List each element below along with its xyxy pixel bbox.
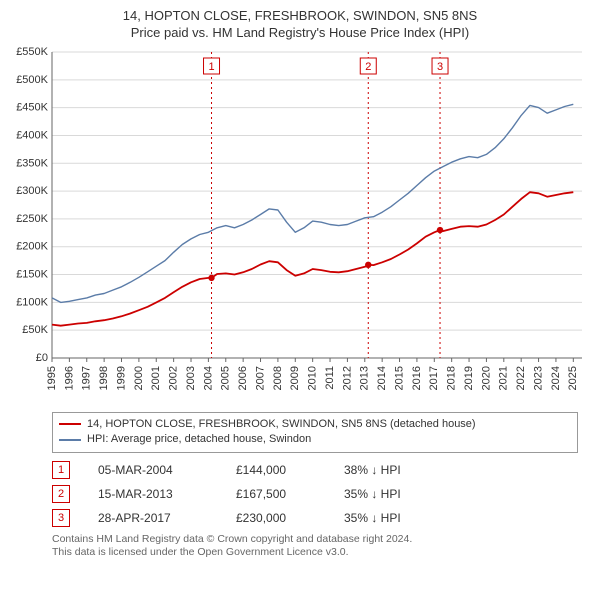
legend-swatch [59,439,81,441]
y-tick-label: £550K [16,46,48,58]
y-tick-label: £350K [16,157,48,169]
x-tick-label: 2001 [150,366,162,390]
footer-line1: Contains HM Land Registry data © Crown c… [52,533,578,547]
sale-date: 15-MAR-2013 [98,487,208,501]
y-tick-label: £100K [16,296,48,308]
title-line1: 14, HOPTON CLOSE, FRESHBROOK, SWINDON, S… [10,8,590,25]
x-tick-label: 1995 [46,366,58,390]
x-tick-label: 2004 [202,366,214,390]
sale-point [208,274,214,280]
x-tick-label: 2013 [359,366,371,390]
y-tick-label: £400K [16,129,48,141]
sale-marker-number: 1 [208,61,214,73]
x-tick-label: 2020 [480,366,492,390]
y-tick-label: £250K [16,213,48,225]
legend-swatch [59,423,81,425]
x-tick-label: 2016 [411,366,423,390]
x-tick-label: 2002 [168,366,180,390]
title-line2: Price paid vs. HM Land Registry's House … [10,25,590,42]
x-tick-label: 2010 [307,366,319,390]
x-tick-label: 2014 [376,366,388,390]
y-tick-label: £0 [36,352,48,364]
x-tick-label: 1996 [63,366,75,390]
sale-badge: 2 [52,485,70,503]
x-tick-label: 2000 [133,366,145,390]
footer-line2: This data is licensed under the Open Gov… [52,546,578,560]
footer-attribution: Contains HM Land Registry data © Crown c… [52,533,578,560]
x-tick-label: 2006 [237,366,249,390]
x-tick-label: 1998 [98,366,110,390]
chart-container: 14, HOPTON CLOSE, FRESHBROOK, SWINDON, S… [0,0,600,570]
x-tick-label: 2025 [567,366,579,390]
sales-row: 1 05-MAR-2004 £144,000 38% ↓ HPI [52,461,578,479]
chart-svg: £0 £50K £100K £150K £200K £250K £300K £350K £400… [10,46,590,406]
x-tick-label: 2017 [428,366,440,390]
x-tick-label: 2011 [324,366,336,390]
legend-label: 14, HOPTON CLOSE, FRESHBROOK, SWINDON, S… [87,417,476,432]
x-tick-label: 2012 [341,366,353,390]
sale-marker-number: 2 [365,61,371,73]
x-tick-label: 2024 [550,366,562,390]
legend: 14, HOPTON CLOSE, FRESHBROOK, SWINDON, S… [52,412,578,453]
x-tick-label: 2021 [498,366,510,390]
x-tick-label: 2008 [272,366,284,390]
sale-date: 28-APR-2017 [98,511,208,525]
x-tick-label: 2018 [446,366,458,390]
legend-label: HPI: Average price, detached house, Swin… [87,432,311,447]
sales-row: 3 28-APR-2017 £230,000 35% ↓ HPI [52,509,578,527]
sales-table: 1 05-MAR-2004 £144,000 38% ↓ HPI 2 15-MAR-201… [52,461,578,527]
y-tick-label: £200K [16,241,48,253]
sale-hpi-delta: 38% ↓ HPI [344,463,434,477]
x-tick-label: 1997 [81,366,93,390]
sale-price: £230,000 [236,511,316,525]
y-tick-label: £500K [16,74,48,86]
x-tick-label: 2023 [532,366,544,390]
y-tick-label: £50K [22,324,48,336]
sale-badge: 1 [52,461,70,479]
legend-item: 14, HOPTON CLOSE, FRESHBROOK, SWINDON, S… [59,417,571,432]
x-tick-label: 2015 [393,366,405,390]
sales-row: 2 15-MAR-2013 £167,500 35% ↓ HPI [52,485,578,503]
x-tick-label: 2022 [515,366,527,390]
sale-date: 05-MAR-2004 [98,463,208,477]
chart-plot: £0 £50K £100K £150K £200K £250K £300K £350K £400… [10,46,590,406]
sale-hpi-delta: 35% ↓ HPI [344,487,434,501]
sale-price: £144,000 [236,463,316,477]
sale-marker-number: 3 [437,61,443,73]
x-tick-label: 2019 [463,366,475,390]
sale-price: £167,500 [236,487,316,501]
sale-point [437,227,443,233]
chart-title: 14, HOPTON CLOSE, FRESHBROOK, SWINDON, S… [10,8,590,42]
y-tick-label: £150K [16,268,48,280]
x-tick-label: 1999 [115,366,127,390]
x-tick-label: 2005 [220,366,232,390]
x-tick-label: 2009 [289,366,301,390]
legend-item: HPI: Average price, detached house, Swin… [59,432,571,447]
sale-hpi-delta: 35% ↓ HPI [344,511,434,525]
y-tick-label: £300K [16,185,48,197]
sale-point [365,261,371,267]
x-tick-label: 2007 [254,366,266,390]
x-tick-label: 2003 [185,366,197,390]
y-tick-label: £450K [16,101,48,113]
sale-badge: 3 [52,509,70,527]
